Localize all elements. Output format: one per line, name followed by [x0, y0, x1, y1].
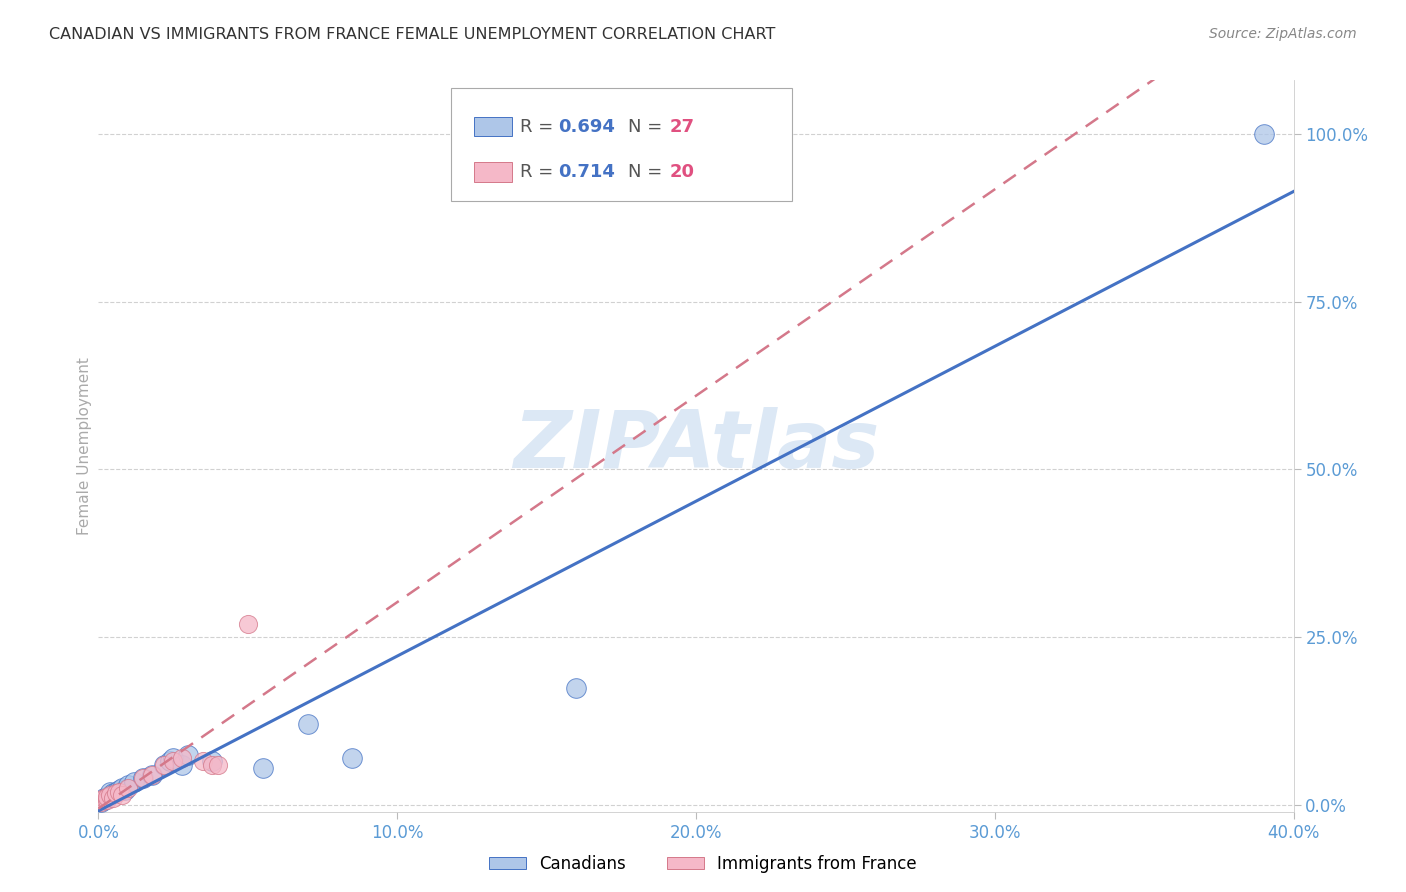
Point: [132, 771, 155, 785]
Y-axis label: Female Unemployment: Female Unemployment: [77, 357, 91, 535]
Point: [117, 781, 139, 796]
Point: [162, 755, 184, 769]
Point: [565, 681, 588, 695]
Point: [159, 755, 181, 769]
Point: [90, 795, 112, 809]
Point: [236, 616, 259, 631]
FancyBboxPatch shape: [474, 162, 512, 182]
Legend: Canadians, Immigrants from France: Canadians, Immigrants from France: [482, 848, 924, 880]
Text: CANADIAN VS IMMIGRANTS FROM FRANCE FEMALE UNEMPLOYMENT CORRELATION CHART: CANADIAN VS IMMIGRANTS FROM FRANCE FEMAL…: [49, 27, 776, 42]
Point: [191, 755, 214, 769]
Point: [172, 751, 194, 765]
Point: [207, 757, 229, 772]
Text: 27: 27: [669, 118, 695, 136]
Point: [252, 761, 274, 775]
Text: R =: R =: [520, 118, 560, 136]
Text: N =: N =: [628, 163, 668, 181]
Text: 0.714: 0.714: [558, 163, 616, 181]
Point: [93, 791, 115, 805]
Point: [98, 784, 122, 798]
Text: R =: R =: [520, 163, 560, 181]
Point: [108, 783, 131, 797]
Text: Source: ZipAtlas.com: Source: ZipAtlas.com: [1209, 27, 1357, 41]
Point: [141, 768, 163, 782]
Point: [114, 783, 136, 797]
Text: ZIPAtlas: ZIPAtlas: [513, 407, 879, 485]
Point: [297, 717, 319, 731]
Point: [342, 751, 364, 765]
Point: [90, 795, 112, 809]
Point: [117, 778, 139, 792]
Text: 20: 20: [669, 163, 695, 181]
Point: [153, 757, 176, 772]
Point: [1253, 127, 1275, 141]
Point: [177, 747, 200, 762]
Point: [98, 788, 122, 802]
Point: [132, 771, 155, 785]
Point: [111, 788, 134, 802]
Point: [141, 768, 163, 782]
Point: [201, 757, 224, 772]
FancyBboxPatch shape: [474, 117, 512, 136]
Point: [111, 781, 134, 796]
Text: 0.694: 0.694: [558, 118, 616, 136]
Text: N =: N =: [628, 118, 668, 136]
Point: [105, 784, 128, 798]
Point: [96, 791, 118, 805]
Point: [96, 789, 118, 804]
Point: [153, 757, 176, 772]
Point: [98, 788, 122, 802]
Point: [172, 757, 194, 772]
Point: [90, 792, 112, 806]
Point: [108, 784, 131, 798]
Point: [162, 751, 184, 765]
Point: [93, 791, 115, 805]
Point: [103, 786, 125, 800]
Point: [105, 786, 128, 800]
Point: [103, 791, 125, 805]
Point: [201, 755, 224, 769]
Point: [96, 789, 118, 804]
Point: [124, 774, 146, 789]
Point: [93, 792, 115, 806]
Point: [96, 792, 118, 806]
FancyBboxPatch shape: [451, 87, 792, 201]
